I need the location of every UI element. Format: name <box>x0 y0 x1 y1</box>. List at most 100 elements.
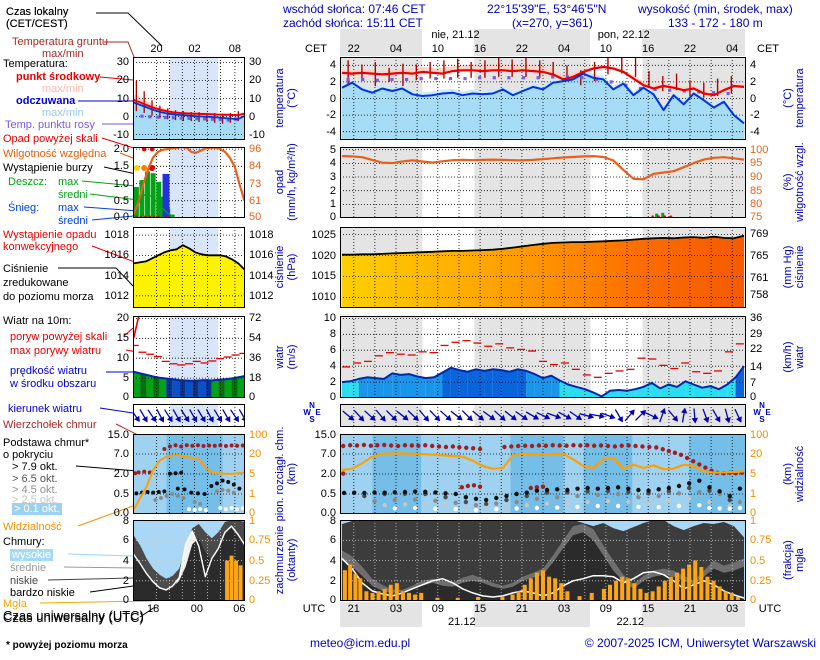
legend-konwekcyjnego: konwekcyjnego <box>3 241 79 253</box>
contact-email-link[interactable]: meteo@icm.edu.pl <box>310 636 411 650</box>
legend-bardzo-niskie: bardzo niskie <box>10 587 75 599</box>
top-axis-hour: 04 <box>557 43 571 55</box>
ytick-right-mini-temperature: 0 <box>249 111 256 123</box>
legend-deszcz-: Deszcz: <box>8 176 48 188</box>
legend--cet-cest-: (CET/CEST) <box>6 18 68 30</box>
top-axis-hour: 04 <box>726 43 739 55</box>
mini-top-axis-hour: 02 <box>188 43 201 55</box>
altitude-value: 133 - 172 - 180 m <box>668 16 763 30</box>
legend-widzialno-: Widzialność <box>3 521 62 533</box>
ytick-right-main-cloud-cover: 0.5 <box>750 555 766 567</box>
ytick-right-mini-cloud-cover: 0.25 <box>249 575 271 587</box>
panel-mini-pressure <box>133 227 245 308</box>
ytick-right-main-wind: 22 <box>750 343 763 355</box>
grid-point: (x=270, y=361) <box>512 16 593 30</box>
ytick-left-mini-precip-humidity: 0.5 <box>113 195 129 207</box>
ytick-left-main-pressure: 1020 <box>311 250 336 262</box>
ytick-left-main-temperature: 2 <box>329 76 336 88</box>
ytick-right-main-cloud-extent: 5 <box>750 468 757 480</box>
ytick-left-main-precip-humidity: 5 <box>329 144 336 156</box>
legend-o-pokryciu: o pokryciu <box>3 449 54 461</box>
ytick-left-mini-cloud-cover: 8 <box>122 515 129 527</box>
ytick-right-main-wind: 7 <box>750 377 757 389</box>
ytick-left-mini-cloud-extent: 0.5 <box>113 488 129 500</box>
legend-max: max <box>58 202 79 214</box>
legend-wyst-pienie-burzy: Wystąpienie burzy <box>3 162 93 174</box>
legend-max: max <box>58 176 79 188</box>
legend-kierunek-wiatru: kierunek wiatru <box>8 403 82 415</box>
ytick-left-mini-cloud-cover: 0 <box>122 594 129 606</box>
ytick-right-main-temperature: 4 <box>750 59 757 71</box>
ytick-right-mini-cloud-cover: 1 <box>249 515 256 527</box>
legend--redni: średni <box>58 215 88 227</box>
ytick-left-main-wind: 0 <box>329 391 336 403</box>
mini-bottom-axis-hour: 18 <box>147 603 160 615</box>
ytick-left-mini-temperature: 0 <box>122 111 129 123</box>
bottom-axis-hour: 03 <box>726 603 739 615</box>
panel-mini-cloud-extent <box>133 434 245 514</box>
ytick-right-main-pressure: 761 <box>750 272 769 284</box>
bottom-axis-hour: 21 <box>683 603 697 615</box>
ytick-left-mini-pressure: 1012 <box>104 290 129 302</box>
legend-temperatura-gruntu: Temperatura gruntu <box>12 36 108 48</box>
legend-max-min: max/min <box>42 107 84 119</box>
mini-top-axis-hour: 20 <box>150 43 163 55</box>
top-axis-day: pon, 22.12 <box>597 29 650 41</box>
legend-punkt-rodkowy: punkt środkowy <box>16 71 101 83</box>
ytick-left-mini-cloud-extent: 0.0 <box>113 507 129 519</box>
legend-wyst-pienie-opadu: Wystąpienie opadu <box>3 229 97 241</box>
ytick-left-mini-wind: 10 <box>116 352 129 364</box>
ytick-right-main-cloud-extent: 1 <box>750 488 757 500</box>
legend-max-min: max/min <box>42 83 84 95</box>
legend-max-porywy-wiatru: max porywy wiatru <box>10 345 102 357</box>
legend-wilgotno-wzgl-dna: Wilgotność względna <box>3 148 107 160</box>
footnote-sea-level: * powyżej poziomu morza <box>6 640 128 651</box>
top-axis-hour: 16 <box>642 43 655 55</box>
ytick-right-main-pressure: 765 <box>750 250 769 262</box>
ytick-right-mini-pressure: 1016 <box>249 249 274 261</box>
legend-w-rodku-obszaru: w środku obszaru <box>10 378 97 390</box>
bottom-axis-date: 21.12 <box>448 616 476 628</box>
bottom-axis-hour: 21 <box>347 603 360 615</box>
mini-bottom-axis-hour: 00 <box>190 603 203 615</box>
panel-main-cloud-extent <box>340 434 746 514</box>
ytick-left-main-cloud-extent: 0.0 <box>320 507 336 519</box>
ytick-left-main-cloud-cover: 6 <box>329 534 336 546</box>
ytick-left-mini-cloud-cover: 2 <box>122 575 129 587</box>
bottom-axis-hour: 09 <box>599 603 613 615</box>
top-axis-unit-right: CET <box>757 43 779 55</box>
ytick-left-mini-precip-humidity: 2.0 <box>113 143 129 155</box>
utc-time-label: Czas uniwersalny (UTC) <box>3 608 144 623</box>
bottom-axis-date: 22.12 <box>616 616 645 628</box>
bottom-axis-hour: 15 <box>473 603 487 615</box>
bottom-axis-hour: 03 <box>389 603 403 615</box>
ytick-right-main-wind: 29 <box>750 328 763 340</box>
ytick-right-mini-precip-humidity: 73 <box>249 178 262 190</box>
ytick-right-mini-cloud-extent: 0 <box>249 507 256 519</box>
ytick-right-mini-precip-humidity: 84 <box>249 160 262 172</box>
ytick-left-main-precip-humidity: 0 <box>329 211 336 223</box>
ytick-right-main-precip-humidity: 85 <box>750 185 763 197</box>
ytick-right-mini-temperature: -10 <box>249 129 265 141</box>
bottom-axis-strip <box>340 602 746 627</box>
legend-odczuwana: odczuwana <box>16 95 76 107</box>
ytick-left-mini-temperature: 30 <box>116 56 129 68</box>
geo-coordinates: 22°15'39"E, 53°46'5"N <box>487 2 607 16</box>
ytick-right-mini-wind: 36 <box>249 352 262 364</box>
panel-main-temperature <box>340 57 746 140</box>
ytick-left-main-cloud-cover: 2 <box>329 575 336 587</box>
ytick-left-mini-temperature: 20 <box>116 74 129 86</box>
legend-podstawa-chmur-: Podstawa chmur* <box>3 437 90 449</box>
ytick-left-main-cloud-extent: 2.0 <box>320 468 336 480</box>
top-axis-hour: 22 <box>683 43 697 55</box>
legend-czas-uniwersalny-utc-: Czas uniwersalny (UTC) <box>3 610 144 625</box>
panel-main-pressure <box>340 227 746 308</box>
legend--4-5-okt-: > 4.5 okt. <box>12 484 58 496</box>
legend-czas-lokalny: Czas lokalny <box>6 6 69 18</box>
legend--nieg-: Śnieg: <box>8 202 40 214</box>
ytick-right-main-pressure: 758 <box>750 289 769 301</box>
bottom-axis-unit-right: UTC <box>758 603 782 615</box>
ytick-right-main-precip-humidity: 95 <box>750 157 763 169</box>
ytick-right-mini-temperature: 30 <box>249 56 262 68</box>
